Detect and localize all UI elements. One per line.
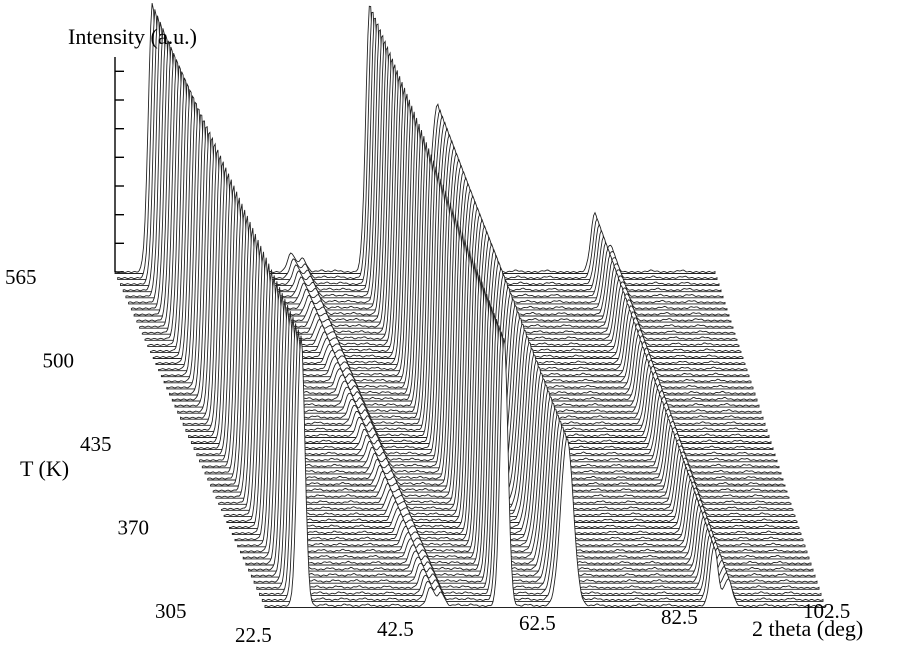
x-tick-label: 62.5	[519, 611, 556, 635]
y-tick-label: 435	[80, 432, 112, 456]
y-tick-label: 565	[5, 265, 37, 289]
trace-0	[264, 335, 826, 608]
x-tick-label: 82.5	[661, 605, 698, 629]
y-tick-label: 500	[43, 349, 75, 373]
x-tick-label: 102.5	[803, 599, 850, 623]
axes-group	[114, 57, 124, 273]
tick-labels-group: 22.5 42.5 62.5 82.5 102.5 305 370 435 500 565	[5, 265, 850, 647]
intensity-axis-label: Intensity (a.u.)	[68, 24, 197, 49]
traces-group	[114, 3, 826, 608]
x-tick-label: 42.5	[377, 617, 414, 641]
y-tick-label: 305	[155, 599, 187, 623]
temperature-axis-label: T (K)	[20, 456, 69, 481]
intensity-axis-ticks	[115, 70, 124, 273]
y-tick-label: 370	[118, 516, 150, 540]
x-tick-label: 22.5	[235, 623, 272, 647]
two-theta-axis-label: 2 theta (deg)	[752, 616, 863, 641]
